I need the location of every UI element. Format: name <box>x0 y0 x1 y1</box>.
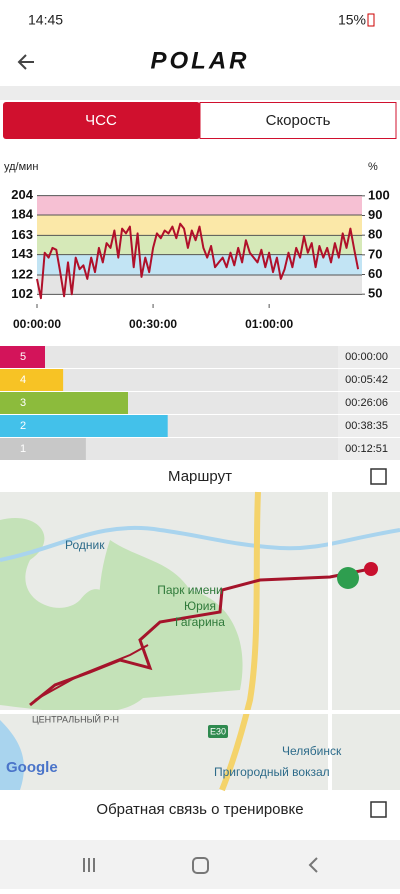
zone-time: 00:05:42 <box>345 374 388 386</box>
highway <box>219 491 261 792</box>
zone-bar <box>0 346 45 368</box>
zone-label: 4 <box>20 374 26 386</box>
hr-line <box>36 222 360 300</box>
zones: 5 00:00:00 4 00:05:42 3 00:26:06 2 00:38:35 1 00:… <box>0 346 400 460</box>
status-battery: 15% <box>338 12 366 28</box>
expand-icon[interactable] <box>370 468 387 485</box>
zone-time: 00:00:00 <box>345 351 388 363</box>
end-marker <box>364 562 378 576</box>
nav-back[interactable] <box>308 857 318 873</box>
zone-band <box>37 274 362 295</box>
zone-time: 00:12:51 <box>345 443 388 455</box>
zone-time: 00:38:35 <box>345 420 388 432</box>
nav-home[interactable] <box>192 857 209 874</box>
y2-tick-label: 100 <box>368 187 390 202</box>
zone-band <box>37 215 362 236</box>
y2-tick-label: 50 <box>368 286 382 301</box>
map-label: Пригородный вокзал <box>214 765 330 779</box>
y2-tick-label: 80 <box>368 227 382 242</box>
zone-band <box>37 235 362 255</box>
hr-chart: 102 122 143 163 184 204 50 60 70 80 90 100 00:00:00 0… <box>11 187 389 331</box>
map-label: Челябинск <box>282 744 342 758</box>
y-tick-label: 102 <box>11 286 33 301</box>
y-tick-label: 122 <box>11 266 33 281</box>
nav-recent[interactable] <box>83 858 95 872</box>
y2-unit: % <box>368 161 378 173</box>
tab-label: Скорость <box>266 112 331 129</box>
x-tick-label: 01:00:00 <box>245 317 293 331</box>
zone-time-cell <box>338 392 400 414</box>
y2-tick-label: 90 <box>368 207 382 222</box>
map-label: Родник <box>65 538 105 552</box>
battery-icon <box>367 13 375 27</box>
zone-time-cell <box>338 415 400 437</box>
map-attribution: Google <box>6 759 58 776</box>
tab[interactable] <box>199 102 397 139</box>
route-title: Маршрут <box>168 468 232 485</box>
map-label: Гагарина <box>175 615 225 629</box>
zone-time-cell <box>338 369 400 391</box>
map-label: E30 <box>210 726 226 736</box>
zone-time-cell <box>338 438 400 460</box>
tab-active[interactable] <box>3 102 200 139</box>
zone-row <box>0 438 400 460</box>
zone-band <box>37 195 362 216</box>
route <box>34 644 149 701</box>
zone-time: 00:26:06 <box>345 397 388 409</box>
zone-time-cell <box>338 346 400 368</box>
zone-label: 1 <box>20 443 26 455</box>
y-tick-label: 204 <box>11 187 33 202</box>
y-tick-label: 163 <box>11 227 33 242</box>
zone-label: 2 <box>20 420 26 432</box>
zone-label: 3 <box>20 397 26 409</box>
route-bar <box>0 461 400 492</box>
logo: POLAR <box>151 47 250 74</box>
lake <box>0 720 24 790</box>
map: Родник Парк имени Юрия Гагарина ЦЕНТРАЛЬ… <box>0 491 400 792</box>
tab-label: ЧСС <box>85 112 117 129</box>
expand-icon[interactable] <box>370 801 387 818</box>
zone-bar <box>0 438 86 460</box>
y-unit: уд/мин <box>4 161 38 173</box>
back-button[interactable] <box>17 54 34 70</box>
road-shield <box>208 725 228 738</box>
map-label: ЦЕНТРАЛЬНЫЙ Р-Н <box>32 713 119 724</box>
y2-tick-label: 60 <box>368 266 382 281</box>
y2-tick-label: 70 <box>368 246 382 261</box>
y-tick-label: 143 <box>11 246 33 261</box>
zone-bar <box>0 415 168 437</box>
map-label: Юрия <box>184 599 216 613</box>
zone-bar <box>0 392 128 414</box>
zone-row <box>0 346 400 368</box>
start-marker <box>337 567 359 589</box>
status-time: 14:45 <box>28 12 63 28</box>
zone-label: 5 <box>20 351 26 363</box>
y-tick-label: 184 <box>11 206 33 221</box>
feedback-bar[interactable] <box>0 795 400 826</box>
feedback-title: Обратная связь о тренировке <box>96 801 303 818</box>
zone-band <box>37 254 362 275</box>
separator <box>0 86 400 100</box>
zone-bar <box>0 369 64 391</box>
map-label: Парк имени <box>157 583 223 597</box>
x-tick-label: 00:00:00 <box>13 317 61 331</box>
x-tick-label: 00:30:00 <box>129 317 177 331</box>
zone-row <box>0 369 400 391</box>
nav-bar <box>0 840 400 889</box>
